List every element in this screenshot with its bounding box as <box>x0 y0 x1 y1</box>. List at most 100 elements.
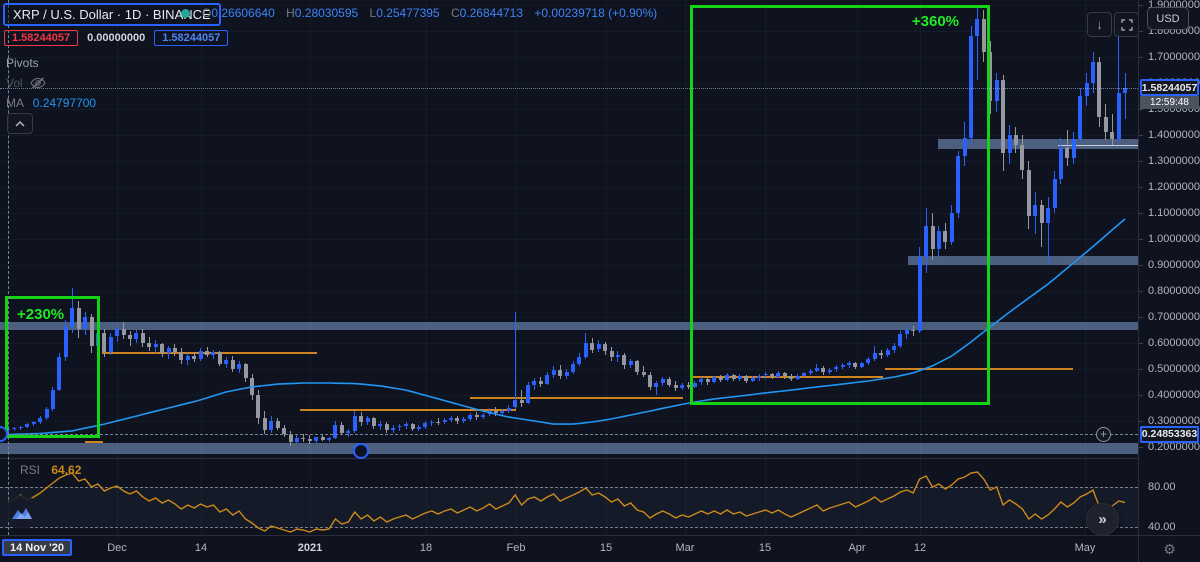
axis-settings-corner[interactable]: ⚙ <box>1138 535 1200 562</box>
price-tick-mark <box>1139 447 1143 448</box>
add-alert-plus-icon[interactable]: + <box>1096 427 1111 442</box>
candle-body <box>603 344 608 351</box>
gridline-vertical <box>606 0 607 535</box>
gear-icon: ⚙ <box>1163 540 1176 557</box>
candle-body <box>346 431 351 433</box>
candle-body <box>275 421 280 428</box>
candle-body <box>538 380 543 385</box>
candle-body <box>436 421 441 423</box>
logo-icon[interactable] <box>5 495 39 529</box>
price-axis[interactable]: 1.900000001.800000001.700000001.60000000… <box>1138 0 1200 535</box>
candle-body <box>410 424 415 429</box>
time-tick-label: 12 <box>913 542 927 554</box>
crosshair-price-axis-tag: 0.24853363 <box>1140 425 1199 443</box>
candle-wick <box>399 423 401 432</box>
annotation-label: +230% <box>17 306 65 323</box>
gridline-horizontal <box>0 161 1138 162</box>
time-tick-label: 14 <box>194 542 208 554</box>
candle-wick <box>1124 72 1126 120</box>
candle-body <box>262 418 267 431</box>
candle-body <box>301 437 306 440</box>
chart-pane[interactable]: +230% +360% <box>0 0 1138 535</box>
candle-body <box>545 374 550 385</box>
candle-body <box>577 356 582 364</box>
candle-body <box>269 421 274 431</box>
ma-label[interactable]: MA <box>6 96 24 110</box>
support-resistance-band[interactable] <box>938 138 1138 150</box>
candle-body <box>1065 148 1070 159</box>
support-resistance-band[interactable] <box>0 443 1138 454</box>
annotation-box[interactable]: +360% <box>690 5 990 405</box>
price-tick-mark <box>1139 161 1143 162</box>
candle-body <box>635 361 640 373</box>
candle-body <box>1020 145 1025 171</box>
open-label: O <box>202 6 212 20</box>
candle-body <box>1058 148 1063 180</box>
price-tick-mark <box>1139 187 1143 188</box>
price-tick-label: 1.20000000 <box>1148 181 1200 193</box>
candle-body <box>1007 135 1012 154</box>
symbol-title-box[interactable]: XRP / U.S. Dollar · 1D · BINANCE <box>3 3 221 26</box>
candle-body <box>1110 132 1115 139</box>
gridline-vertical <box>516 0 517 535</box>
candle-wick <box>347 428 349 437</box>
currency-toggle-button[interactable]: USD <box>1147 7 1189 30</box>
pivot-line <box>85 440 103 443</box>
candle-body <box>1078 96 1083 139</box>
price-tick-mark <box>1139 317 1143 318</box>
gridline-horizontal <box>0 187 1138 188</box>
stop-price-tag[interactable]: 1.58244057 <box>4 30 79 46</box>
pivot-line <box>102 352 317 355</box>
price-tick-mark <box>1139 109 1143 110</box>
candle-body <box>102 332 107 353</box>
time-tick-label: Apr <box>848 542 866 554</box>
rsi-lower-band-label: 40.00 <box>1148 521 1176 533</box>
price-tick-mark <box>1139 265 1143 266</box>
candle-body <box>994 80 999 102</box>
rsi-label[interactable]: RSI <box>20 463 41 477</box>
annotation-box[interactable]: +230% <box>5 296 100 438</box>
target-price-tag[interactable]: 1.58244057 <box>154 30 229 46</box>
ohlc-readout: O0.26606640 H0.28030595 L0.25477395 C0.2… <box>202 6 657 20</box>
candle-body <box>654 383 659 387</box>
band-inner-line <box>1058 144 1138 146</box>
gridline-horizontal <box>0 213 1138 214</box>
price-tick-label: 1.00000000 <box>1148 233 1200 245</box>
candle-body <box>352 415 357 432</box>
time-tick-label: Dec <box>107 542 127 554</box>
candle-body <box>166 348 171 354</box>
candle-body <box>378 423 383 427</box>
chevron-up-icon <box>15 120 25 127</box>
candle-body <box>493 410 498 414</box>
gridline-vertical <box>426 0 427 535</box>
double-chevron-right-icon: » <box>1098 511 1107 528</box>
candle-body <box>667 378 672 385</box>
low-label: L <box>369 6 377 20</box>
eye-off-icon[interactable] <box>30 77 46 89</box>
price-tick-mark <box>1139 213 1143 214</box>
candle-body <box>988 51 993 102</box>
plus-glyph: + <box>1099 427 1107 441</box>
candle-body <box>1116 93 1121 139</box>
candle-body <box>153 344 158 347</box>
collapse-legend-button[interactable] <box>7 113 33 134</box>
download-button[interactable]: ↓ <box>1087 12 1112 37</box>
candle-body <box>1033 205 1038 216</box>
candle-wick <box>155 340 157 354</box>
volume-label[interactable]: Vol <box>6 76 23 90</box>
drawing-anchor-handle[interactable] <box>353 443 369 459</box>
candle-body <box>660 378 665 384</box>
indicator-ma-row: MA 0.24797700 <box>6 96 96 110</box>
rsi-legend-row: RSI 64.62 <box>20 463 81 477</box>
jump-to-realtime-button[interactable]: » <box>1086 503 1119 536</box>
candle-body <box>513 400 518 408</box>
pane-separator[interactable] <box>0 458 1138 459</box>
indicator-pivots-label[interactable]: Pivots <box>6 56 39 70</box>
fullscreen-button[interactable] <box>1114 12 1139 37</box>
candle-body <box>147 343 152 347</box>
candle-body <box>969 36 973 138</box>
candle-body <box>429 421 434 424</box>
time-axis[interactable]: 14 Nov '20 Dec 14 2021 18 Feb 15 Mar 15 Apr 12 May <box>0 535 1138 562</box>
candle-body <box>237 363 242 369</box>
